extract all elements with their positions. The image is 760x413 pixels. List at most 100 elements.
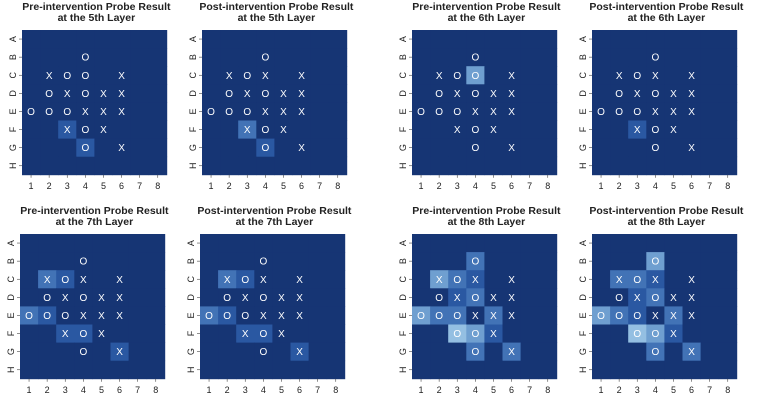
y-tick-label: E: [186, 312, 196, 318]
heatmap-cell: [94, 120, 113, 139]
y-tick-label: C: [186, 276, 196, 283]
heatmap-cell: [130, 120, 150, 139]
heatmap-cell: [664, 324, 683, 343]
heatmap-cell: [308, 324, 328, 343]
heatmap-cell: [256, 30, 275, 49]
heatmap-cell: [466, 360, 485, 380]
cell-label: X: [670, 311, 677, 322]
x-tick-label: 4: [653, 385, 658, 395]
x-tick-label: 7: [317, 181, 322, 191]
heatmap-cell: [682, 234, 701, 253]
cell-label: X: [454, 125, 461, 136]
heatmap-cell: [130, 138, 150, 158]
heatmap-cell: [218, 288, 237, 307]
cell-label: O: [243, 71, 251, 82]
heatmap-cell: [110, 270, 129, 289]
heatmap-cell: [502, 138, 521, 158]
cell-label: X: [296, 275, 303, 286]
cell-label: O: [79, 257, 87, 268]
heatmap-cell: [718, 102, 738, 121]
heatmap-cell: [148, 138, 168, 158]
heatmap-cell: [236, 252, 255, 271]
heatmap-cell: [610, 270, 629, 289]
heatmap-cell: [58, 66, 77, 85]
heatmap-cell: [290, 234, 309, 253]
heatmap-cell: [430, 66, 449, 85]
heatmap-cell: [592, 306, 611, 325]
panel-title: Post-intervention Probe Result at the 5th…: [182, 2, 361, 24]
y-tick-label: A: [578, 240, 588, 246]
heatmap-cell: [74, 360, 93, 380]
heatmap-cell: [646, 66, 665, 85]
y-tick-label: F: [578, 126, 588, 132]
heatmap-cell: [218, 234, 237, 253]
heatmap-cell: [700, 156, 720, 176]
heatmap-cell: [218, 270, 237, 289]
cell-label: X: [688, 293, 695, 304]
cell-label: X: [688, 107, 695, 118]
heatmap-cell: [310, 66, 330, 85]
x-tick-label: 5: [279, 385, 284, 395]
heatmap-cell: [502, 102, 521, 121]
panel-title-line2: at the 6th Layer: [447, 12, 526, 24]
heatmap-cell: [718, 342, 738, 362]
heatmap-cell: [664, 48, 683, 67]
cell-label: X: [652, 107, 659, 118]
heatmap-cell: [200, 360, 219, 380]
heatmap-cell: [664, 270, 683, 289]
y-tick-label: D: [398, 90, 408, 97]
cell-label: O: [471, 125, 479, 136]
heatmap-cell: [92, 342, 111, 362]
heatmap-cell: [448, 234, 467, 253]
x-tick-label: 1: [599, 181, 604, 191]
y-tick-label: G: [398, 144, 408, 151]
y-tick-label: E: [398, 108, 408, 114]
heatmap-cell: [520, 288, 540, 307]
heatmap-cell: [92, 270, 111, 289]
x-tick-label: 6: [117, 385, 122, 395]
heatmap-cell: [700, 48, 720, 67]
heatmap-cell: [448, 288, 467, 307]
heatmap-cell: [592, 360, 611, 380]
cell-label: X: [688, 89, 695, 100]
heatmap-cell: [328, 66, 348, 85]
cell-label: X: [100, 107, 107, 118]
heatmap-cell: [236, 324, 255, 343]
cell-label: O: [471, 71, 479, 82]
y-tick-label: D: [186, 294, 196, 301]
cell-label: O: [633, 107, 641, 118]
heatmap-cell: [110, 360, 129, 380]
heatmap-cell: [236, 342, 255, 362]
cell-label: X: [62, 329, 69, 340]
heatmap-cell: [682, 30, 701, 49]
heatmap-cell: [412, 234, 431, 253]
heatmap-cell: [700, 270, 720, 289]
heatmap-cell: [274, 138, 293, 158]
x-tick-label: 5: [99, 385, 104, 395]
heatmap-cell: [412, 306, 431, 325]
heatmap-cell: [74, 234, 93, 253]
heatmap-cell: [58, 138, 77, 158]
x-tick-label: 1: [207, 385, 212, 395]
heatmap-cell: [592, 342, 611, 362]
cell-label: X: [652, 71, 659, 82]
y-tick-label: G: [578, 348, 588, 355]
heatmap-cell: [274, 120, 293, 139]
cell-label: X: [118, 71, 125, 82]
cell-label: X: [490, 311, 497, 322]
heatmap-cell: [56, 306, 75, 325]
heatmap-cell: [40, 156, 59, 176]
heatmap-cell: [326, 360, 346, 380]
heatmap-cell: [256, 66, 275, 85]
heatmap-cell: [682, 252, 701, 271]
heatmap-cell: [220, 120, 239, 139]
heatmap-cell: [200, 324, 219, 343]
heatmap-cell: [430, 84, 449, 103]
cell-label: X: [296, 347, 303, 358]
heatmap-cell: [412, 138, 431, 158]
cell-label: X: [260, 311, 267, 322]
panel-title: Pre-intervention Probe Result at the 7th …: [0, 206, 179, 228]
heatmap-cell: [538, 48, 558, 67]
heatmap-cell: [700, 342, 720, 362]
